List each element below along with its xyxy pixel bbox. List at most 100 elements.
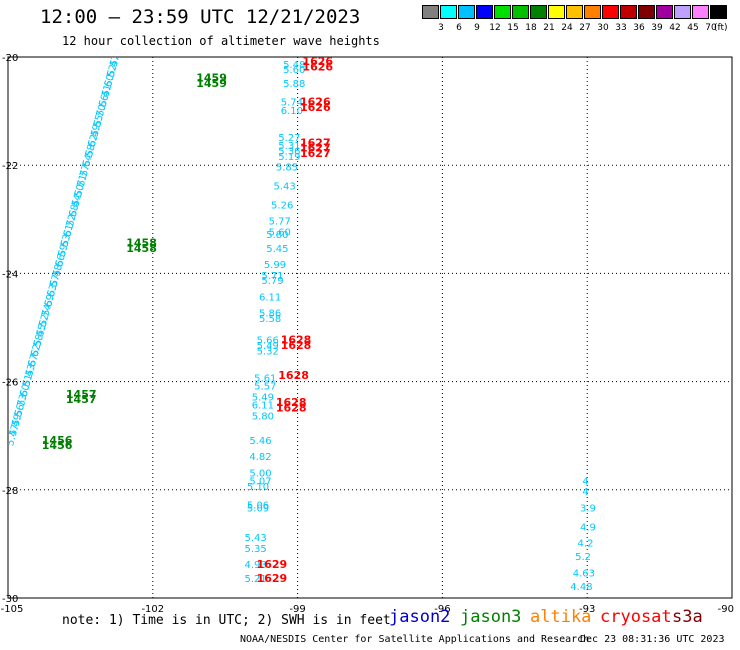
x-tick-label: -96 — [434, 604, 450, 615]
swh-label: 5.45 — [266, 244, 288, 255]
pass-time-label: 1457 — [66, 388, 97, 401]
footer-note: note: 1) Time is in UTC; 2) SWH is in fe… — [62, 613, 391, 628]
legend-swatch — [512, 5, 529, 19]
pass-time-label: 1629 — [257, 572, 288, 585]
pass-time-label: 1627 — [300, 142, 331, 155]
swh-label: 5.77 — [269, 217, 291, 228]
chart-title: 12:00 — 23:59 UTC 12/21/2023 — [40, 6, 361, 28]
swh-label: 4.9 — [580, 522, 596, 533]
swh-label: 5.35 — [245, 544, 267, 555]
swh-label: 5.2 — [575, 552, 591, 563]
pass-time-label: 1628 — [276, 401, 307, 414]
swh-label: 5.00 — [249, 468, 271, 479]
pass-time-label: 1457 — [66, 393, 97, 406]
pass-time-label: 1628 — [281, 334, 312, 347]
swh-label: 6.11 — [252, 401, 274, 412]
legend-swatch — [440, 5, 457, 19]
legend-label: 39 — [651, 23, 663, 33]
y-tick-label: -24 — [2, 269, 18, 280]
swh-label: 4.82 — [249, 452, 271, 463]
y-tick-label: -30 — [2, 594, 18, 605]
swh-label: 5.80 — [252, 411, 274, 422]
swh-label: 5.06 — [247, 501, 269, 512]
swh-label: 4.63 — [573, 568, 595, 579]
x-tick-label: -90 — [718, 604, 734, 615]
pass-time-label: 1458 — [126, 242, 157, 255]
swh-label: 5.60 — [269, 228, 291, 239]
swh-label: 6.11 — [259, 292, 281, 303]
legend-label: 3 — [438, 23, 444, 33]
legend-label: 27 — [579, 23, 591, 33]
swh-label: 5.49 — [257, 341, 279, 352]
legend-swatch — [566, 5, 583, 19]
plot-marks: 5.885.635.475.525.605.415.665.705.555.49… — [8, 33, 596, 609]
plot-frame — [7, 56, 733, 599]
swh-label: 5.32 — [257, 347, 279, 358]
legend-swatch — [494, 5, 511, 19]
legend-swatch — [422, 5, 439, 19]
legend-label: 12 — [489, 23, 501, 33]
legend-label: 9 — [474, 23, 480, 33]
swh-label: 5.26 — [271, 200, 293, 211]
legend-swatch — [548, 5, 565, 19]
swh-label: 4.93 — [245, 560, 267, 571]
pass-time-label: 1459 — [196, 71, 227, 84]
swh-label: 5.10 — [247, 482, 269, 493]
swh-label: 5.86 — [259, 309, 281, 320]
pass-time-label: 1456 — [42, 434, 73, 447]
swh-label: 5.20 — [242, 598, 264, 609]
swh-label: 5.88 — [283, 79, 305, 90]
swh-label: 5.66 — [257, 336, 279, 347]
y-tick-label: -20 — [2, 53, 18, 64]
legend-label: 24 — [561, 23, 573, 33]
chart-subtitle: 12 hour collection of altimeter wave hei… — [62, 34, 380, 48]
legend-label: 18 — [525, 23, 537, 33]
swh-label: 5.43 — [273, 182, 295, 193]
legend-swatch — [656, 5, 673, 19]
legend-swatch — [458, 5, 475, 19]
swh-label: 5.46 — [249, 436, 271, 447]
x-tick-label: -99 — [289, 604, 305, 615]
legend-swatch — [584, 5, 601, 19]
pass-time-label: 1627 — [300, 136, 331, 149]
legend-label: 42 — [669, 23, 681, 33]
satellite-jason2: jason2 — [389, 607, 451, 627]
track-swh-label: 5.88 — [111, 33, 127, 57]
legend-swatch — [638, 5, 655, 19]
legend-label: 33 — [615, 23, 627, 33]
pass-time-label: 1626 — [302, 55, 333, 68]
x-tick-label: -102 — [141, 604, 164, 615]
legend-swatch — [602, 5, 619, 19]
satellite-cryosat: cryosat — [600, 607, 672, 627]
swh-label: 5.21 — [245, 574, 267, 585]
pass-time-label: 1626 — [302, 61, 333, 74]
swh-label: 5.79 — [261, 276, 283, 287]
timestamp: Dec 23 08:31:36 UTC 2023 — [580, 634, 725, 645]
x-tick-label: -93 — [579, 604, 595, 615]
legend-swatch — [476, 5, 493, 19]
track-swh-label: 5.63 — [109, 43, 125, 67]
legend-label: 21 — [543, 23, 555, 33]
pass-time-label: 1627 — [300, 147, 331, 160]
satellite-s3a: s3a — [672, 607, 703, 627]
swh-label: 4.48 — [570, 582, 592, 593]
pass-time-label: 1628 — [276, 396, 307, 409]
swh-label: 5.27 — [278, 133, 300, 144]
legend-swatch — [530, 5, 547, 19]
legend-label: 6 — [456, 23, 462, 33]
swh-label: 5.80 — [266, 230, 288, 241]
satellite-altika: altika — [530, 607, 592, 627]
swh-label: 5.36 — [278, 146, 300, 157]
pass-time-label: 1459 — [196, 77, 227, 90]
legend-unit: (ft) — [714, 23, 728, 33]
legend-label: 36 — [633, 23, 645, 33]
swh-label: 5.43 — [245, 533, 267, 544]
pass-time-label: 1628 — [281, 339, 312, 352]
swh-label: 3.9 — [580, 503, 596, 514]
pass-time-label: 1626 — [300, 101, 331, 114]
swh-label: 5.09 — [247, 503, 269, 514]
legend-label: 15 — [507, 23, 519, 33]
legend-swatch — [710, 5, 727, 19]
legend-label: 70 — [705, 23, 717, 33]
